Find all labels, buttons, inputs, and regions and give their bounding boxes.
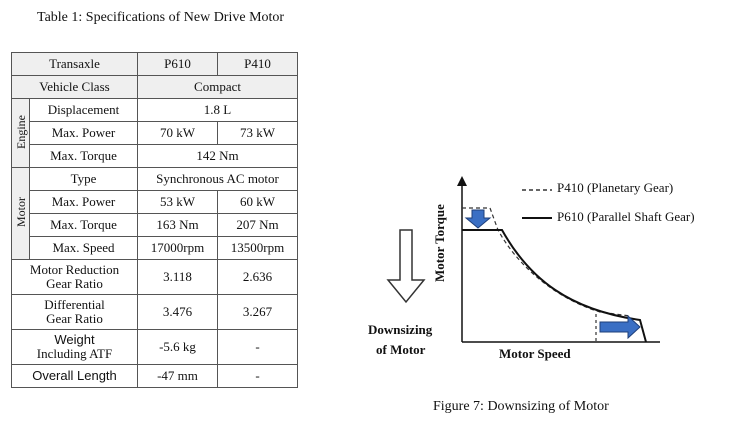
group-motor: Motor	[11, 167, 30, 260]
value-overall-length-p610: -47 mm	[137, 364, 218, 388]
label-vehicle-class: Vehicle Class	[11, 75, 138, 99]
row-motor-max-power: Max. Power 53 kW 60 kW	[12, 190, 298, 214]
row-motor-max-torque: Max. Torque 163 Nm 207 Nm	[12, 213, 298, 237]
value-engine-max-power-p610: 70 kW	[137, 121, 218, 145]
value-motor-max-speed-p410: 13500rpm	[217, 236, 298, 260]
label-differential-line2: Gear Ratio	[46, 311, 103, 326]
row-engine-max-power: Max. Power 70 kW 73 kW	[12, 121, 298, 145]
label-weight-line2: Including ATF	[36, 346, 113, 361]
row-motor-type: Motor Type Synchronous AC motor	[11, 167, 298, 260]
row-vehicle-class: Vehicle Class Compact	[11, 75, 298, 99]
speed-right-arrow-icon	[599, 314, 641, 340]
legend-p410-label: P410 (Planetary Gear)	[557, 180, 674, 195]
value-weight-p610: -5.6 kg	[137, 329, 218, 365]
value-engine-max-power-p410: 73 kW	[217, 121, 298, 145]
value-motor-type: Synchronous AC motor	[137, 167, 298, 191]
row-motor-reduction: Motor Reduction Gear Ratio 3.118 2.636	[11, 259, 298, 295]
header-transaxle: Transaxle	[11, 52, 138, 76]
value-motor-max-speed-p610: 17000rpm	[137, 236, 218, 260]
label-motor-reduction: Motor Reduction Gear Ratio	[11, 259, 138, 295]
table-caption: Table 1: Specifications of New Drive Mot…	[37, 10, 285, 25]
figure-caption: Figure 7: Downsizing of Motor	[433, 399, 609, 414]
downsizing-figure	[386, 176, 660, 343]
label-differential: Differential Gear Ratio	[11, 294, 138, 330]
specifications-table: Transaxle P610 P410 Vehicle Class Compac…	[11, 52, 298, 388]
legend-p610-label: P610 (Parallel Shaft Gear)	[557, 209, 695, 224]
value-engine-max-torque: 142 Nm	[137, 144, 298, 168]
label-differential-line1: Differential	[44, 297, 105, 312]
row-engine-displacement: Engine Displacement 1.8 L	[11, 98, 298, 168]
label-weight-line1: Weight	[54, 332, 95, 347]
label-motor-max-speed: Max. Speed	[29, 236, 138, 260]
y-axis-label: Motor Torque	[432, 204, 447, 282]
value-motor-max-power-p610: 53 kW	[137, 190, 218, 214]
value-differential-p610: 3.476	[137, 294, 218, 330]
value-overall-length-p410: -	[217, 364, 298, 388]
downsizing-arrow-icon	[386, 229, 426, 304]
label-motor-reduction-line1: Motor Reduction	[29, 262, 120, 277]
p610-solid-curve	[462, 229, 647, 343]
group-engine: Engine	[11, 98, 30, 168]
downsizing-label-line2: of Motor	[376, 342, 426, 357]
label-motor-max-power: Max. Power	[29, 190, 138, 214]
downsizing-label-line1: Downsizing	[368, 322, 433, 337]
value-motor-max-torque-p410: 207 Nm	[217, 213, 298, 237]
label-motor-max-torque: Max. Torque	[29, 213, 138, 237]
row-differential: Differential Gear Ratio 3.476 3.267	[11, 294, 298, 330]
motor-group-label: Motor	[13, 197, 28, 227]
table-header-row: Transaxle P610 P410	[11, 52, 298, 76]
y-axis-arrowhead-icon	[457, 176, 467, 186]
header-p410: P410	[217, 52, 298, 76]
label-overall-length: Overall Length	[11, 364, 138, 388]
label-engine-max-torque: Max. Torque	[29, 144, 138, 168]
value-differential-p410: 3.267	[217, 294, 298, 330]
value-motor-reduction-p410: 2.636	[217, 259, 298, 295]
value-weight-p410: -	[217, 329, 298, 365]
torque-down-arrow-icon	[464, 209, 492, 229]
row-overall-length: Overall Length -47 mm -	[11, 364, 298, 388]
x-axis-label: Motor Speed	[499, 346, 571, 361]
value-motor-max-power-p410: 60 kW	[217, 190, 298, 214]
value-motor-max-torque-p610: 163 Nm	[137, 213, 218, 237]
label-engine-max-power: Max. Power	[29, 121, 138, 145]
engine-group-label: Engine	[13, 114, 28, 149]
label-motor-type: Type	[29, 167, 138, 191]
row-weight: Weight Including ATF -5.6 kg -	[11, 329, 298, 365]
value-motor-reduction-p610: 3.118	[137, 259, 218, 295]
label-motor-reduction-line2: Gear Ratio	[46, 276, 103, 291]
header-p610: P610	[137, 52, 218, 76]
value-vehicle-class: Compact	[137, 75, 298, 99]
label-displacement: Displacement	[29, 98, 138, 122]
value-displacement: 1.8 L	[137, 98, 298, 122]
row-engine-max-torque: Max. Torque 142 Nm	[12, 144, 298, 168]
row-motor-max-speed: Max. Speed 17000rpm 13500rpm	[12, 236, 298, 260]
label-weight: Weight Including ATF	[11, 329, 138, 365]
